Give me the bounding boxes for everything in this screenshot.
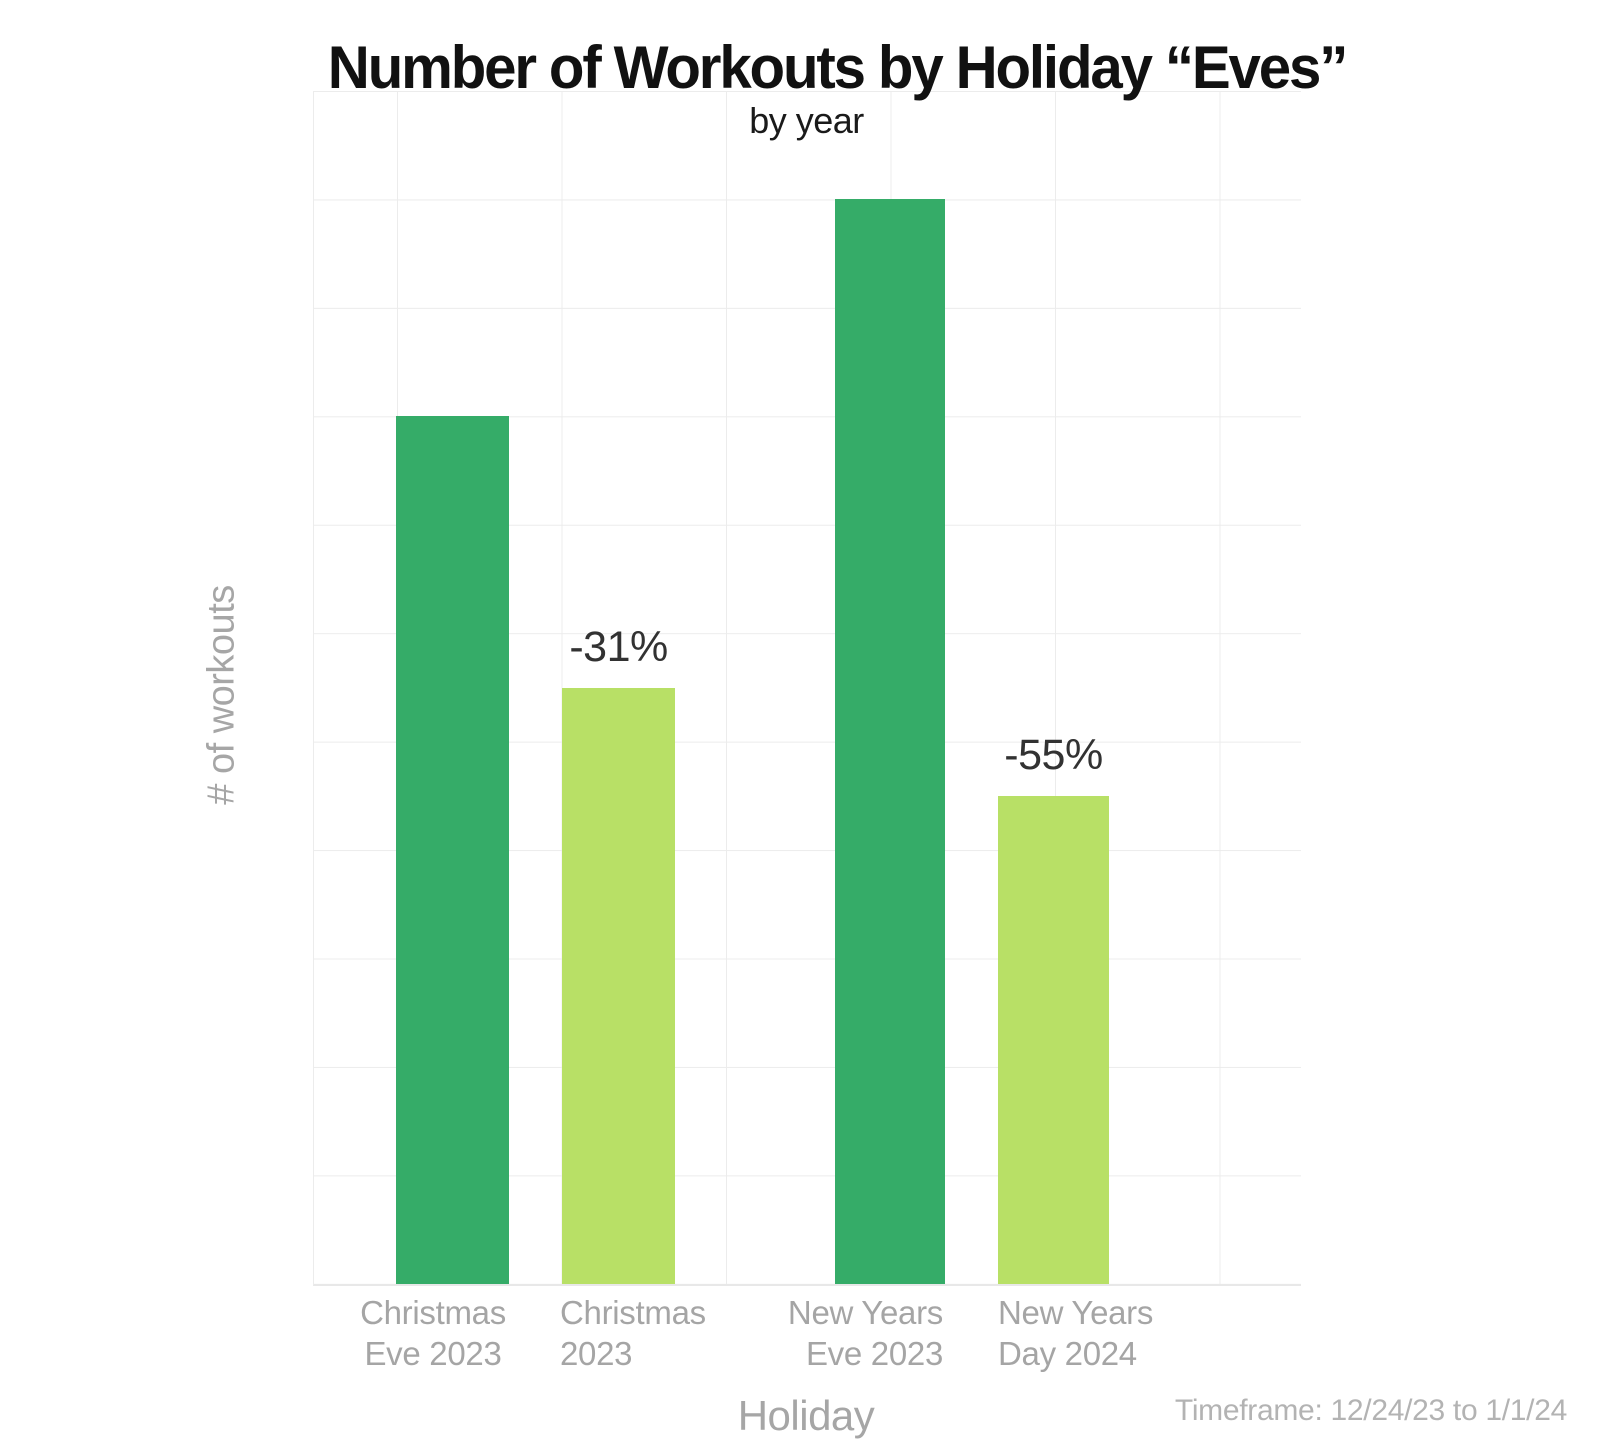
x-tick-label-christmas-eve-2023: Christmas Eve 2023 [360,1292,506,1374]
plot-area: -31% -55% [313,91,1301,1286]
bar-new-years-eve-2023 [835,199,945,1284]
x-tick-label-new-years-eve-2023: New Years Eve 2023 [788,1292,943,1374]
bar-change-label-new-years-day-2024: -55% [1004,730,1103,779]
x-tick-line: Christmas [560,1294,706,1331]
x-tick-line: Day 2024 [998,1335,1137,1372]
chart-subtitle: by year [749,100,864,141]
bar-christmas-2023: -31% [562,623,676,1284]
y-axis-title: # of workouts [200,585,243,805]
bar-change-label-christmas-2023: -31% [569,622,668,671]
x-axis-title: Holiday [737,1392,875,1439]
bar-christmas-eve-2023 [396,416,510,1284]
timeframe-note: Timeframe: 12/24/23 to 1/1/24 [1174,1394,1567,1427]
x-tick-label-new-years-day-2024: New Years Day 2024 [998,1292,1153,1374]
x-tick-line: Eve 2023 [805,1335,943,1372]
x-tick-line: Christmas [360,1294,506,1331]
x-tick-label-christmas-2023: Christmas 2023 [560,1292,706,1374]
x-tick-line: New Years [787,1294,943,1331]
x-tick-line: Eve 2023 [364,1335,502,1372]
x-tick-line: New Years [998,1294,1154,1331]
x-tick-line: 2023 [560,1335,633,1372]
chart-title: Number of Workouts by Holiday “Eves” [327,34,1349,101]
bar-new-years-day-2024: -55% [997,731,1110,1284]
